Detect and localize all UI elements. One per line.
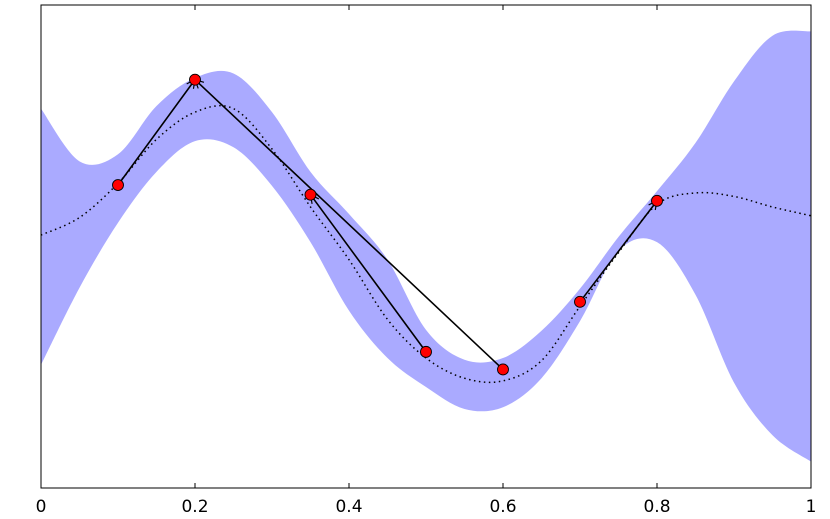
x-tick-label: 0 [36,497,47,517]
axes-frame [40,4,812,489]
data-point [574,295,586,308]
data-point [112,179,124,191]
x-tick-label: 0.8 [643,497,670,517]
arrow-3 [579,201,657,303]
x-tick-label: 0.2 [181,497,208,517]
data-point [497,363,509,376]
x-tick-label: 1 [806,497,817,517]
data-point [304,188,317,201]
data-point [189,73,201,86]
arrow-0 [117,80,195,186]
x-tick-label: 0.4 [335,497,362,517]
confidence-band [41,30,811,462]
x-axis: 0 0.2 0.4 0.6 0.8 1 [36,5,817,517]
data-point [420,345,432,358]
arrow-1 [195,80,504,371]
x-tick-label: 0.6 [489,497,516,517]
arrow-2 [311,195,427,353]
data-point [651,194,663,207]
plot-area [41,30,811,462]
mean-line [41,104,811,384]
